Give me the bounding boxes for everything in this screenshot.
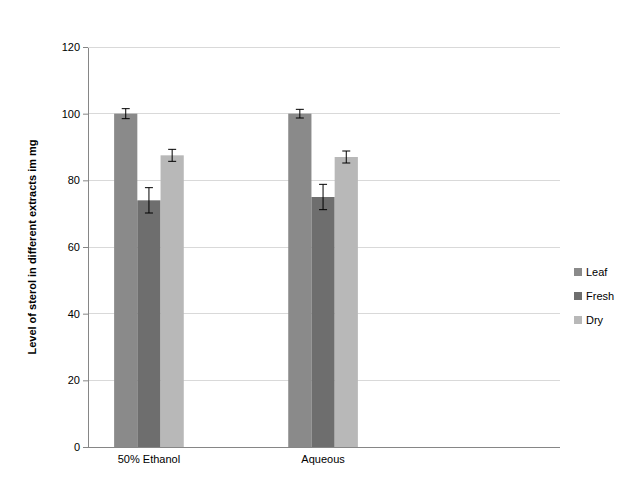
legend-swatch (574, 268, 582, 276)
x-tick: 50% Ethanol (118, 453, 180, 465)
y-tick-mark (83, 447, 88, 448)
y-tick-label: 40 (68, 308, 80, 320)
error-bar (296, 109, 304, 118)
series (161, 149, 358, 447)
y-tick-mark (83, 180, 88, 181)
legend-swatch (574, 316, 582, 324)
legend-swatch (574, 292, 582, 300)
grid-line (88, 180, 560, 181)
grid (88, 47, 560, 447)
bar (335, 157, 358, 447)
y-tick-mark (83, 114, 88, 115)
bar (288, 114, 311, 447)
error-bar (122, 109, 130, 119)
legend-label: Fresh (586, 290, 614, 302)
y-tick-label: 0 (74, 441, 80, 453)
y-tick: 0 (74, 441, 88, 453)
bar (161, 155, 184, 447)
y-tick-label: 80 (68, 174, 80, 186)
x-axis: 50% Ethanol Aqueous (89, 448, 385, 465)
x-tick-label: 50% Ethanol (118, 453, 180, 465)
y-tick-mark (83, 314, 88, 315)
y-tick: 20 (68, 374, 88, 386)
y-tick-mark (83, 380, 88, 381)
error-bar (168, 149, 176, 161)
chart: 0 20 40 60 80 100 120 50% Ethanol Aqueous Level o… (0, 0, 640, 480)
y-tick-label: 60 (68, 241, 80, 253)
grid-line (88, 47, 560, 48)
y-axis-line (88, 48, 89, 448)
grid-line (88, 113, 560, 114)
y-tick: 40 (68, 308, 88, 320)
error-bar (342, 151, 350, 163)
y-tick: 80 (68, 174, 88, 186)
y-axis-title: Level of sterol in different extracts im… (26, 139, 38, 354)
legend: Leaf Fresh Dry (574, 266, 614, 326)
y-tick-label: 100 (62, 108, 80, 120)
bars (114, 109, 358, 447)
series (114, 109, 311, 447)
bar (114, 114, 137, 447)
y-tick: 120 (62, 41, 88, 53)
error-bar (319, 184, 327, 209)
y-tick-mark (83, 47, 88, 48)
y-tick-label: 20 (68, 374, 80, 386)
legend-label: Leaf (586, 266, 608, 278)
bar (311, 197, 334, 447)
x-tick: Aqueous (301, 453, 345, 465)
y-tick: 60 (68, 241, 88, 253)
x-tick-label: Aqueous (301, 453, 345, 465)
y-tick-label: 120 (62, 41, 80, 53)
y-tick: 100 (62, 108, 88, 120)
error-bar (145, 188, 153, 213)
legend-label: Dry (586, 314, 604, 326)
bar (137, 200, 160, 447)
y-tick-mark (83, 247, 88, 248)
y-axis: 0 20 40 60 80 100 120 (62, 41, 89, 453)
